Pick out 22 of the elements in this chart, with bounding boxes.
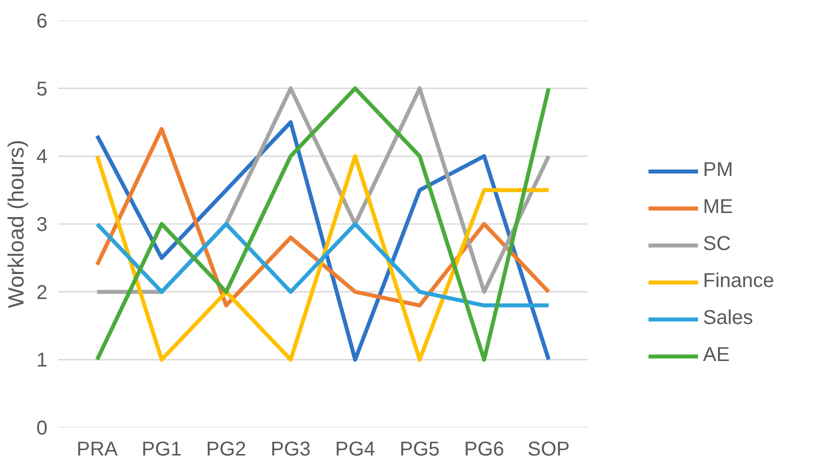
x-tick-label: PRA [76,438,118,460]
legend-label: PM [703,159,733,182]
y-tick-label: 4 [36,146,48,168]
x-tick-label: PG6 [464,438,504,460]
legend-label: Sales [703,307,754,330]
x-tick-label: PG3 [270,438,311,460]
y-axis-title: Workload (hours) [3,140,28,308]
x-tick-label: PG4 [335,438,376,460]
x-tick-label: SOP [528,438,570,460]
y-tick-label: 6 [36,10,48,32]
x-tick-label: PG2 [206,438,246,460]
legend-label: Finance [703,270,774,293]
y-tick-label: 5 [36,78,48,100]
legend-label: ME [703,196,733,219]
y-tick-label: 3 [36,214,48,236]
y-tick-label: 1 [36,350,48,372]
legend-label: AE [703,344,730,367]
y-tick-label: 0 [36,418,48,440]
x-tick-label: PG1 [142,438,182,460]
y-tick-label: 2 [36,282,48,304]
x-tick-label: PG5 [400,438,440,460]
legend-label: SC [703,233,731,256]
